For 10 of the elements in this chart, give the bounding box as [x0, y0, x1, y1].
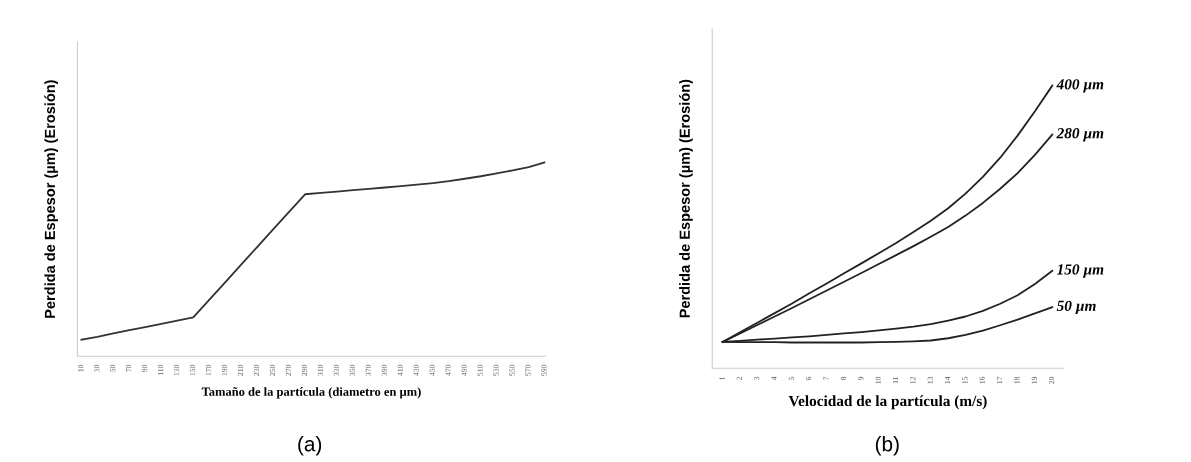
series-label: 400 µm	[1056, 79, 1104, 93]
series-label: 50 µm	[1056, 300, 1096, 315]
x-axis-title: Tamaño de la partícula (diametro en µm)	[201, 387, 421, 399]
series-label: 150 µm	[1056, 264, 1104, 278]
series-label: 280 µm	[1056, 128, 1104, 142]
text: (b)	[875, 436, 899, 456]
y-axis-title: Perdida de Espesor (µm) (Erosión)	[679, 79, 693, 318]
text: (a)	[298, 436, 322, 456]
x-axis-title: Velocidad de la partícula (m/s)	[788, 395, 987, 410]
y-axis-title: Perdida de Espesor (µm) (Erosión)	[44, 80, 58, 318]
